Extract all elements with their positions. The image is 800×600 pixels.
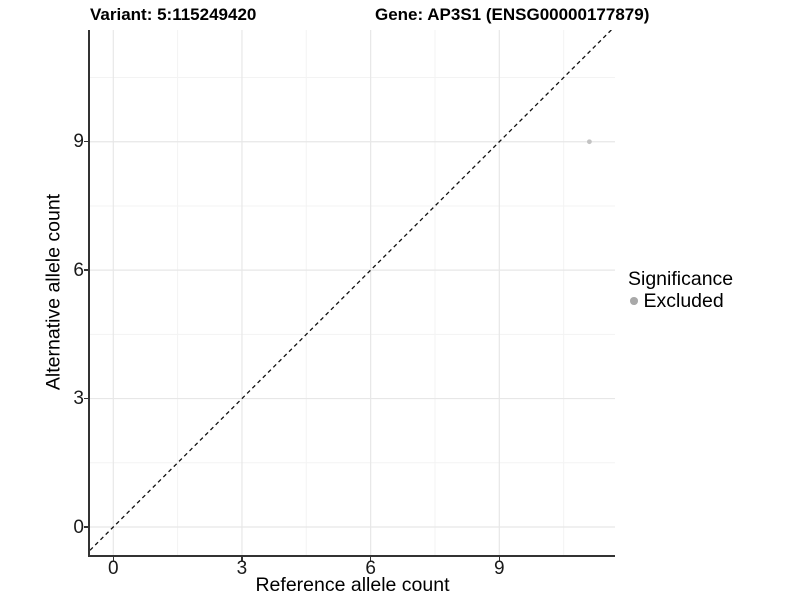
y-tick-label: 0 — [73, 516, 84, 538]
x-tick-label: 9 — [494, 558, 505, 579]
x-tick-label: 6 — [365, 558, 376, 579]
scatter-plot-canvas — [90, 30, 615, 555]
y-tick-label: 9 — [73, 131, 84, 153]
x-tick — [241, 557, 243, 561]
gene-title: Gene: AP3S1 (ENSG00000177879) — [375, 5, 650, 24]
data-point-excluded — [586, 139, 592, 145]
y-axis-title: Alternative allele count — [42, 193, 65, 391]
x-axis-title: Reference allele count — [255, 574, 450, 596]
identity-line — [90, 30, 613, 551]
y-tick — [84, 269, 88, 271]
legend: Significance Excluded — [628, 268, 733, 312]
x-tick — [112, 557, 115, 561]
legend-title: Significance — [628, 268, 734, 290]
legend-item-label: Excluded — [643, 290, 724, 312]
y-tick — [84, 397, 88, 400]
y-tick-label: 3 — [73, 388, 84, 410]
x-tick-label: 0 — [107, 558, 119, 579]
y-tick — [84, 140, 88, 143]
legend-item-excluded: Excluded — [628, 290, 733, 312]
x-tick-label: 3 — [236, 558, 248, 579]
y-tick-label: 6 — [73, 259, 84, 281]
x-tick — [369, 557, 372, 561]
variant-title: Variant: 5:115249420 — [90, 5, 257, 24]
plot-panel — [88, 30, 615, 557]
x-tick — [498, 557, 501, 561]
y-tick — [84, 526, 88, 528]
excluded-point-icon — [630, 297, 638, 305]
